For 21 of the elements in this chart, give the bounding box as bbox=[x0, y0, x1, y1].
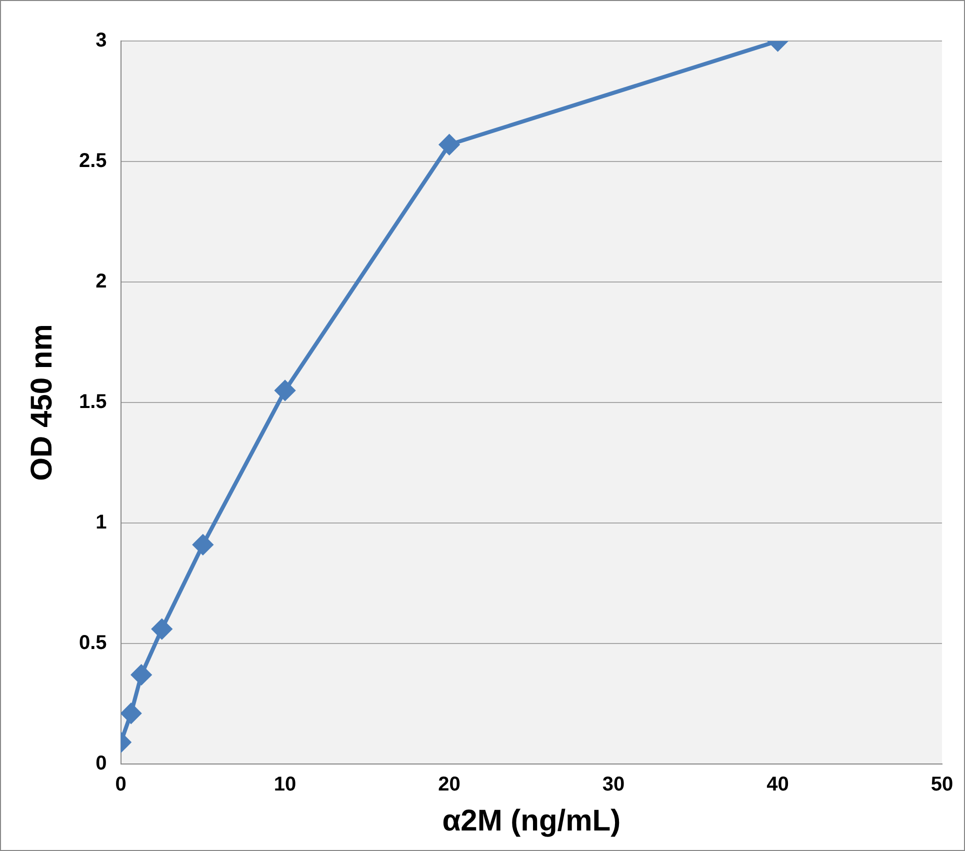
point bbox=[152, 619, 172, 640]
x-axis-title: α2M (ng/mL) bbox=[442, 804, 621, 838]
y-axis-title: OD 450 nm bbox=[25, 324, 58, 481]
x-tick-label: 50 bbox=[930, 774, 954, 796]
x-tick-label: 0 bbox=[115, 774, 126, 796]
point bbox=[121, 703, 142, 724]
y-tick-label: 2 bbox=[96, 270, 107, 293]
x-tick-label: 30 bbox=[602, 774, 625, 796]
y-tick-label: 1.5 bbox=[78, 391, 107, 414]
x-tick-label: 40 bbox=[766, 774, 789, 796]
y-tick-label: 0 bbox=[96, 752, 107, 775]
y-tick-label: 2.5 bbox=[78, 150, 107, 172]
x-tick-label: 20 bbox=[438, 774, 460, 796]
point bbox=[439, 134, 460, 155]
point bbox=[275, 380, 296, 400]
point bbox=[192, 534, 213, 555]
y-tick-label: 1 bbox=[96, 512, 107, 534]
y-tick-label: 0.5 bbox=[78, 632, 107, 654]
x-tick-label: 10 bbox=[274, 774, 296, 796]
y-tick-label: 3 bbox=[96, 30, 107, 52]
point bbox=[131, 664, 152, 685]
